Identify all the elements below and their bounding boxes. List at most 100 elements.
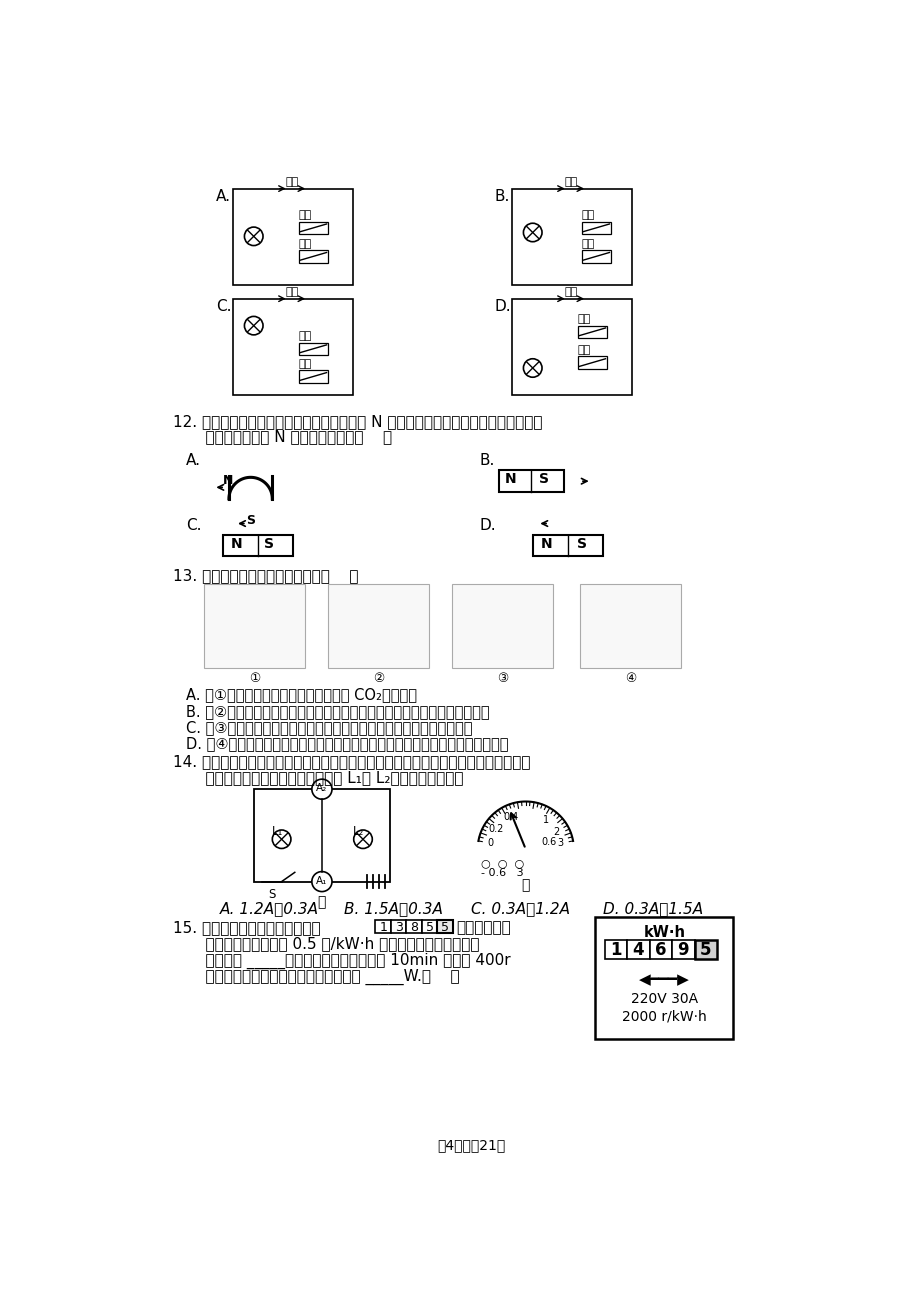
Text: A.: A. <box>186 453 201 467</box>
Text: 电源: 电源 <box>564 288 577 297</box>
Bar <box>595 917 732 1039</box>
Text: 5: 5 <box>699 941 710 958</box>
Text: 甲: 甲 <box>317 896 325 909</box>
Text: S: S <box>268 888 276 901</box>
Circle shape <box>523 359 541 378</box>
Text: 12. 在图中，涂有深颜色的一端表示小磁针的 N 极，将它们放在磁体周围，小磁针静止: 12. 在图中，涂有深颜色的一端表示小磁针的 N 极，将它们放在磁体周围，小磁针… <box>173 414 542 430</box>
Circle shape <box>272 829 290 849</box>
Text: 0.4: 0.4 <box>503 812 517 822</box>
Bar <box>328 583 428 668</box>
Text: A.: A. <box>216 189 231 203</box>
Circle shape <box>244 316 263 335</box>
Text: 5: 5 <box>441 921 448 934</box>
Circle shape <box>244 227 263 246</box>
Text: 0.6: 0.6 <box>540 837 556 846</box>
Text: C. 0.3A，1.2A: C. 0.3A，1.2A <box>471 901 570 917</box>
Text: D. 0.3A，1.5A: D. 0.3A，1.5A <box>603 901 703 917</box>
Text: A. 图①所示实验中软塑料瓶变瘪，说明 CO₂能溶于水: A. 图①所示实验中软塑料瓶变瘪，说明 CO₂能溶于水 <box>186 687 416 703</box>
Text: B. 图②实验装置中长颈漏斗下端必须插入液面以下，因此不能换成分液漏斗: B. 图②实验装置中长颈漏斗下端必须插入液面以下，因此不能换成分液漏斗 <box>186 703 489 719</box>
Text: 电源: 电源 <box>286 288 299 297</box>
Text: B.: B. <box>494 189 509 203</box>
Text: 示数如图所示。若按 0.5 元/kW·h 的标准收费，他家本月应: 示数如图所示。若按 0.5 元/kW·h 的标准收费，他家本月应 <box>186 936 479 952</box>
Bar <box>579 583 680 668</box>
Text: 4: 4 <box>631 941 643 958</box>
Text: 220V 30A: 220V 30A <box>630 992 698 1006</box>
Bar <box>233 189 353 285</box>
Bar <box>299 250 328 263</box>
Text: 0: 0 <box>487 838 494 848</box>
Bar <box>581 221 610 234</box>
Text: 0.2: 0.2 <box>488 824 504 833</box>
Text: S: S <box>539 471 549 486</box>
Text: 不动时，小磁针 N 极指向正确的是（    ）: 不动时，小磁针 N 极指向正确的是（ ） <box>186 430 391 444</box>
Text: 2000 r/kW·h: 2000 r/kW·h <box>621 1009 706 1023</box>
Text: ，月末表盘的: ，月末表盘的 <box>456 921 510 935</box>
Text: 6: 6 <box>654 941 665 958</box>
Text: ②: ② <box>372 672 384 685</box>
Text: - 0.6   3: - 0.6 3 <box>481 867 523 878</box>
Bar <box>299 342 328 355</box>
Bar <box>233 298 353 395</box>
Text: 乙: 乙 <box>521 879 529 892</box>
Text: 光控: 光控 <box>577 345 590 355</box>
Bar <box>391 921 406 934</box>
Text: 9: 9 <box>676 941 688 958</box>
Bar <box>204 583 304 668</box>
Circle shape <box>353 829 372 849</box>
Bar <box>533 535 603 556</box>
Text: 电源: 电源 <box>564 177 577 187</box>
Text: S: S <box>245 514 255 527</box>
Text: 光控: 光控 <box>581 238 595 249</box>
Text: 1: 1 <box>609 941 620 958</box>
Bar <box>437 921 452 934</box>
Circle shape <box>312 871 332 892</box>
Text: 15. 小明家的电能表月初的数字是: 15. 小明家的电能表月初的数字是 <box>173 921 321 935</box>
Text: 2: 2 <box>553 827 559 836</box>
Text: L₂: L₂ <box>353 825 364 838</box>
Text: 缴纳电费 _____元。若此电能表的转盘在 10min 内转过 400r: 缴纳电费 _____元。若此电能表的转盘在 10min 内转过 400r <box>186 953 510 969</box>
Text: L₁: L₁ <box>271 825 283 838</box>
Circle shape <box>523 223 541 242</box>
Text: 光控: 光控 <box>299 359 312 368</box>
Bar <box>299 221 328 234</box>
Bar <box>498 470 564 492</box>
Bar <box>577 357 607 368</box>
Text: 声控: 声控 <box>299 210 312 220</box>
Bar <box>255 789 390 881</box>
Text: 电源: 电源 <box>286 177 299 187</box>
Text: ①: ① <box>249 672 260 685</box>
Text: 5: 5 <box>425 921 433 934</box>
Text: N: N <box>505 471 516 486</box>
Text: 光控: 光控 <box>299 238 312 249</box>
Text: N: N <box>539 536 551 551</box>
Text: D.: D. <box>479 518 495 533</box>
Text: S: S <box>576 536 586 551</box>
Text: ③: ③ <box>496 672 507 685</box>
Text: C.: C. <box>186 518 201 533</box>
Text: 1: 1 <box>379 921 387 934</box>
Text: kW·h: kW·h <box>642 924 685 940</box>
Text: 声控: 声控 <box>577 314 590 324</box>
Text: ④: ④ <box>624 672 635 685</box>
Bar <box>627 940 649 958</box>
Text: D. 图④实验中，瓶塞被冲开，瓶口产生白雾，说明水蒸气对瓶塞做功，内能减小: D. 图④实验中，瓶塞被冲开，瓶口产生白雾，说明水蒸气对瓶塞做功，内能减小 <box>186 736 507 751</box>
Text: 第4页，共21页: 第4页，共21页 <box>437 1138 505 1152</box>
Bar <box>299 370 328 383</box>
Text: B. 1.5A，0.3A: B. 1.5A，0.3A <box>344 901 442 917</box>
Text: A₂: A₂ <box>316 784 327 793</box>
Bar <box>672 940 694 958</box>
Bar <box>223 535 293 556</box>
Text: ○  ○  ○: ○ ○ ○ <box>481 858 524 868</box>
Bar <box>375 921 391 934</box>
Bar <box>511 189 631 285</box>
Text: 8: 8 <box>410 921 418 934</box>
Circle shape <box>312 779 332 799</box>
Text: N: N <box>231 536 242 551</box>
Text: 3: 3 <box>557 838 563 848</box>
Bar <box>577 326 607 339</box>
Text: C.: C. <box>216 298 231 314</box>
Bar <box>422 921 437 934</box>
Bar <box>451 583 552 668</box>
Bar <box>649 940 672 958</box>
Bar <box>511 298 631 395</box>
